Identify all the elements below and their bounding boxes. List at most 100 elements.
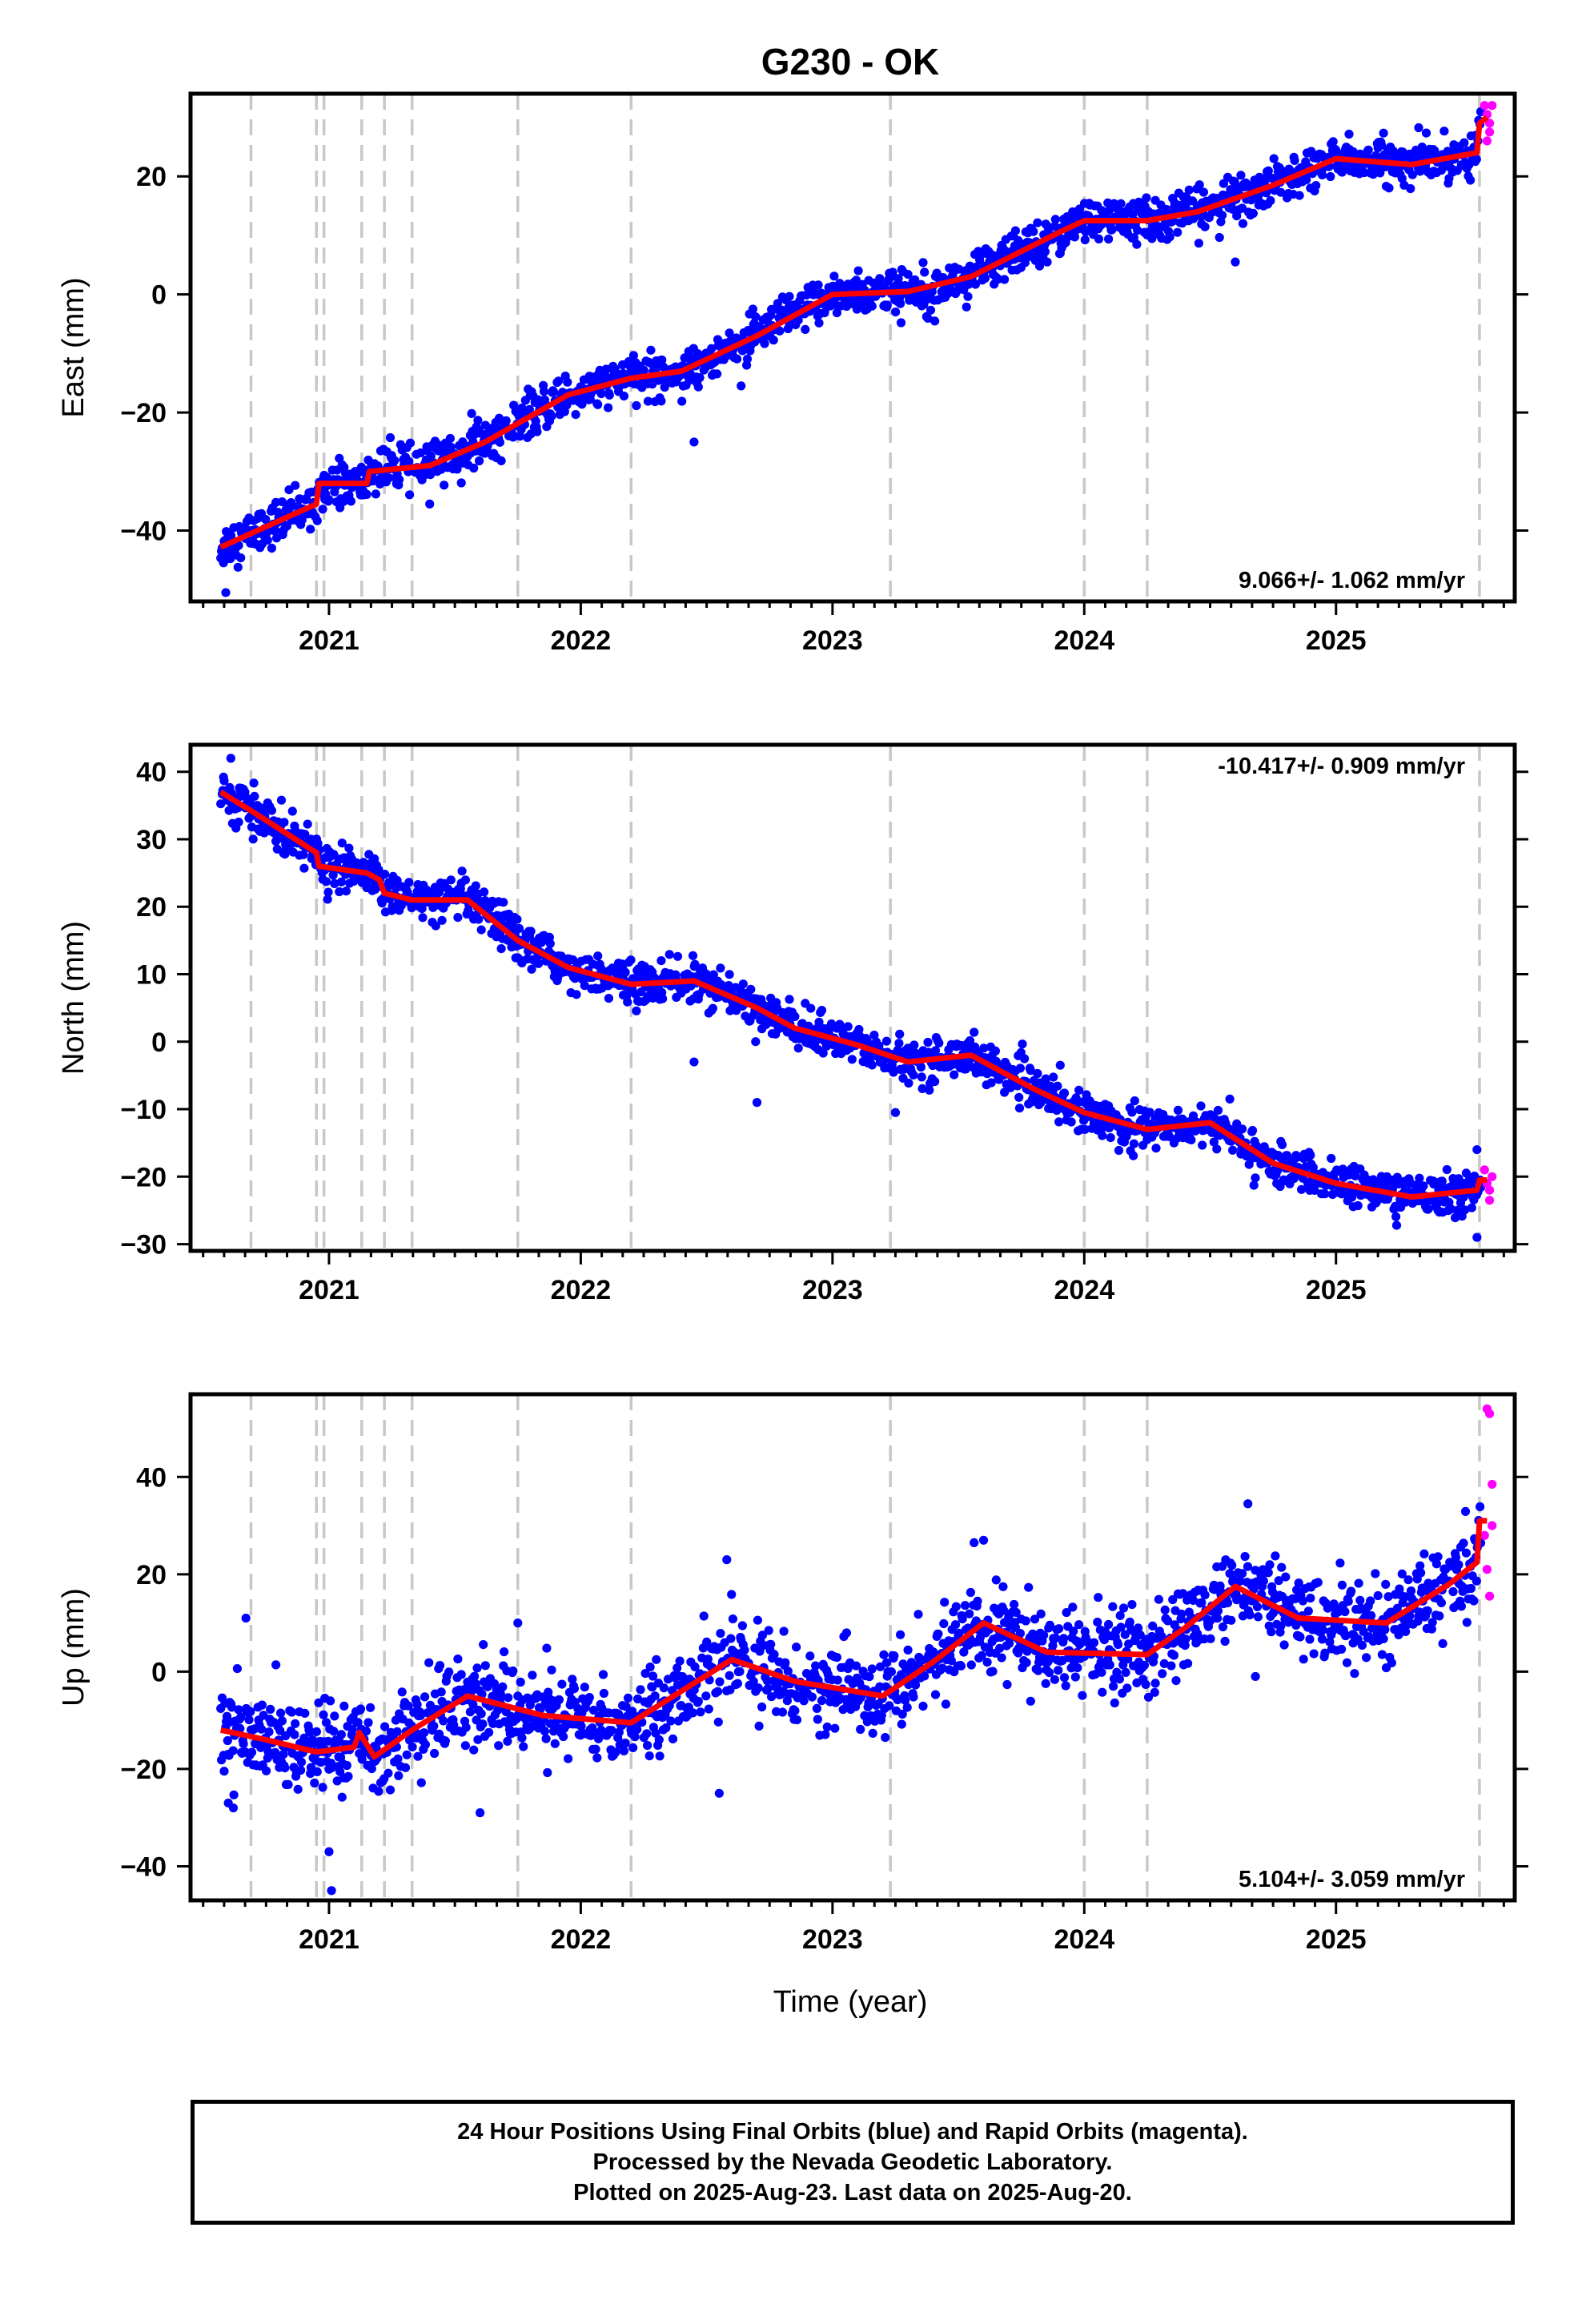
data-point bbox=[1073, 1663, 1082, 1673]
rapid-point bbox=[1480, 1165, 1489, 1175]
data-point bbox=[483, 1682, 492, 1691]
data-point bbox=[1472, 155, 1481, 164]
data-point bbox=[632, 1006, 641, 1015]
data-point bbox=[1148, 1621, 1158, 1630]
data-point bbox=[588, 1705, 599, 1715]
data-point bbox=[1335, 1558, 1345, 1568]
data-point bbox=[1249, 1180, 1259, 1190]
data-point bbox=[1238, 1569, 1247, 1578]
data-point bbox=[1080, 235, 1090, 245]
data-point bbox=[1243, 1562, 1253, 1571]
data-point bbox=[1198, 1140, 1207, 1150]
data-point bbox=[337, 1792, 347, 1802]
data-point bbox=[875, 274, 885, 283]
x-tick-label: 2023 bbox=[802, 625, 863, 656]
data-point bbox=[310, 1778, 319, 1788]
data-point bbox=[689, 1057, 699, 1067]
data-point bbox=[833, 1675, 842, 1685]
data-point bbox=[704, 1704, 713, 1714]
data-point bbox=[881, 1733, 890, 1743]
data-point bbox=[954, 1628, 964, 1638]
data-point bbox=[405, 490, 415, 500]
data-point bbox=[519, 1742, 528, 1751]
data-point bbox=[660, 382, 669, 392]
data-point bbox=[271, 1747, 280, 1757]
data-point bbox=[925, 1085, 934, 1095]
data-point bbox=[891, 308, 901, 317]
data-point bbox=[636, 987, 646, 997]
data-point bbox=[841, 1628, 851, 1638]
data-point bbox=[777, 1707, 788, 1717]
data-point bbox=[1040, 247, 1050, 256]
data-point bbox=[504, 1693, 513, 1703]
data-point bbox=[1235, 1576, 1245, 1586]
data-point bbox=[1050, 215, 1060, 224]
data-point bbox=[1215, 232, 1224, 243]
data-point bbox=[303, 819, 312, 829]
data-point bbox=[337, 838, 347, 848]
data-point bbox=[408, 1742, 417, 1751]
data-point bbox=[219, 776, 229, 786]
data-point bbox=[1206, 1634, 1215, 1643]
data-point bbox=[425, 499, 435, 509]
data-point bbox=[468, 1699, 478, 1709]
data-point bbox=[917, 1072, 926, 1082]
data-point bbox=[416, 1711, 426, 1720]
data-point bbox=[1188, 1595, 1199, 1605]
data-point bbox=[480, 887, 489, 897]
data-point bbox=[895, 1029, 905, 1039]
data-point bbox=[1186, 1135, 1196, 1144]
data-point bbox=[244, 1715, 254, 1725]
data-point bbox=[1371, 1569, 1380, 1578]
data-point bbox=[540, 1727, 550, 1736]
data-point bbox=[1472, 1145, 1482, 1155]
data-point bbox=[1240, 1552, 1250, 1562]
data-point bbox=[445, 433, 456, 444]
data-point bbox=[1112, 1667, 1122, 1677]
data-point bbox=[283, 1779, 293, 1789]
data-point bbox=[630, 1732, 640, 1742]
data-point bbox=[783, 1667, 793, 1676]
data-point bbox=[648, 1671, 658, 1681]
data-point bbox=[456, 478, 466, 488]
data-point bbox=[393, 1754, 403, 1763]
data-point bbox=[696, 1707, 705, 1717]
data-point bbox=[420, 1739, 431, 1750]
data-point bbox=[888, 267, 897, 277]
data-point bbox=[1141, 1679, 1150, 1689]
data-point bbox=[628, 351, 639, 360]
data-point bbox=[909, 1070, 918, 1080]
data-point bbox=[896, 299, 905, 308]
data-point bbox=[716, 1629, 725, 1638]
y-axis-label: North (mm) bbox=[57, 921, 90, 1075]
data-point bbox=[830, 1723, 840, 1733]
data-point bbox=[363, 1718, 373, 1727]
data-point bbox=[903, 1645, 913, 1655]
data-point bbox=[291, 480, 300, 490]
data-point bbox=[576, 1721, 586, 1731]
data-point bbox=[728, 1614, 738, 1624]
data-point bbox=[461, 1723, 471, 1732]
data-point bbox=[1127, 1108, 1137, 1117]
data-point bbox=[939, 1618, 949, 1629]
x-tick-label: 2022 bbox=[551, 625, 612, 656]
data-point bbox=[1097, 1667, 1106, 1677]
data-point bbox=[279, 1749, 288, 1759]
data-point bbox=[988, 1667, 998, 1676]
data-point bbox=[277, 1716, 287, 1726]
data-point bbox=[644, 1751, 654, 1761]
data-point bbox=[657, 355, 667, 365]
data-point bbox=[1154, 1594, 1163, 1604]
y-axis-label: East (mm) bbox=[57, 277, 90, 417]
data-point bbox=[1281, 1572, 1291, 1582]
data-point bbox=[920, 1671, 930, 1681]
data-point bbox=[1054, 1666, 1063, 1675]
data-point bbox=[1392, 1172, 1402, 1182]
data-point bbox=[404, 456, 414, 466]
data-point bbox=[1266, 195, 1275, 206]
data-point bbox=[1444, 1197, 1454, 1207]
rapid-point bbox=[1484, 119, 1495, 128]
data-point bbox=[661, 1723, 671, 1733]
data-point bbox=[640, 1669, 650, 1679]
data-point bbox=[1227, 1615, 1236, 1625]
